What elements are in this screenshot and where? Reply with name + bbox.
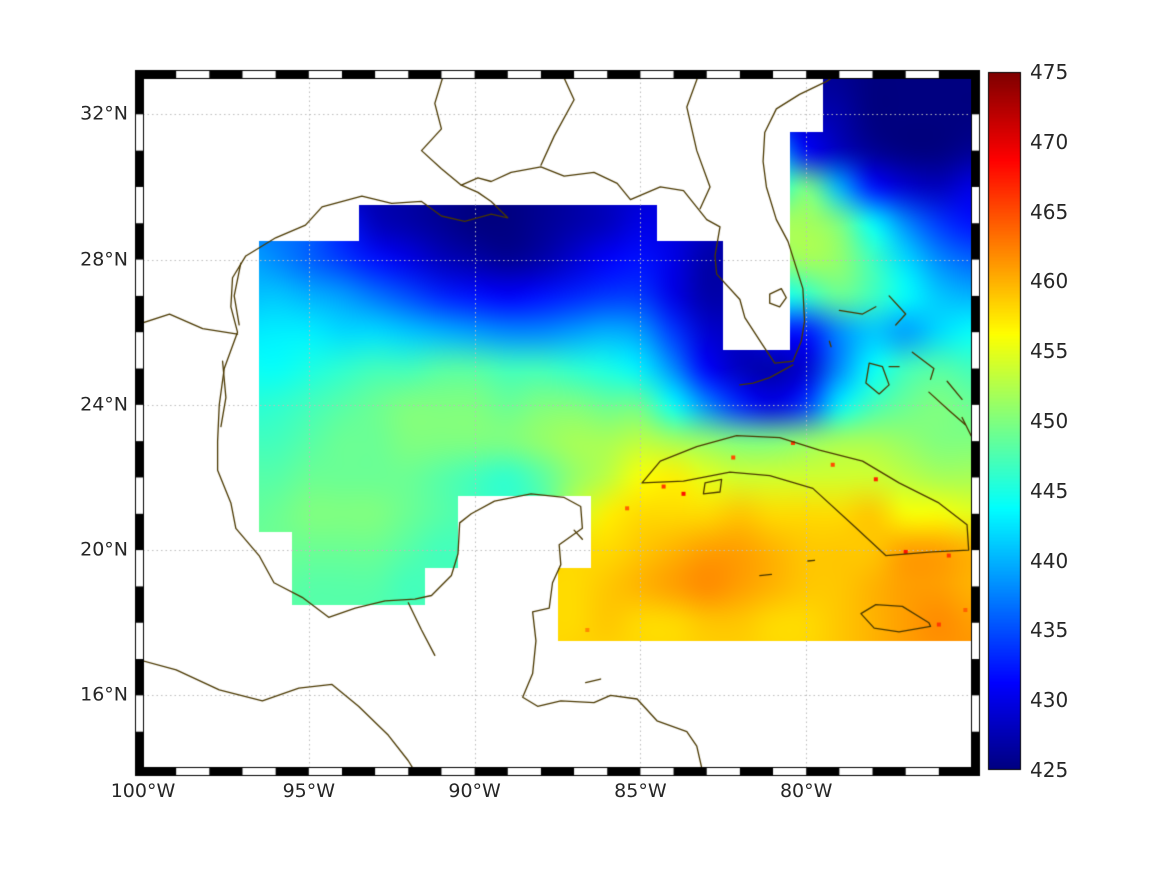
x-tick-label: 100°W (110, 780, 176, 802)
y-tick-label: 20°N (80, 538, 128, 561)
colorbar-tick-label: 475 (1030, 60, 1069, 84)
colorbar-tick-label: 450 (1030, 409, 1069, 433)
x-tick-label: 90°W (448, 780, 501, 802)
y-tick-label: 32°N (80, 102, 128, 125)
colorbar-tick-label: 445 (1030, 478, 1069, 503)
colorbar-tick-label: 435 (1030, 618, 1069, 643)
x-tick-label: 85°W (614, 780, 667, 802)
y-tick-label: 28°N (80, 248, 128, 271)
x-tick-label: 95°W (282, 780, 336, 802)
colorbar-tick-label: 470 (1030, 129, 1069, 154)
y-tick-label: 24°N (80, 393, 128, 416)
colorbar-tick-label: 425 (1030, 758, 1069, 782)
y-tick-label: 16°N (80, 683, 128, 706)
x-tick-label: 80°W (779, 780, 833, 802)
colorbar-tick-label: 465 (1030, 199, 1069, 224)
colorbar-tick-label: 455 (1030, 339, 1069, 364)
colorbar-tick-label: 460 (1030, 269, 1069, 294)
colorbar-tick-label: 430 (1030, 688, 1069, 713)
colorbar-tick-label: 440 (1030, 548, 1069, 573)
